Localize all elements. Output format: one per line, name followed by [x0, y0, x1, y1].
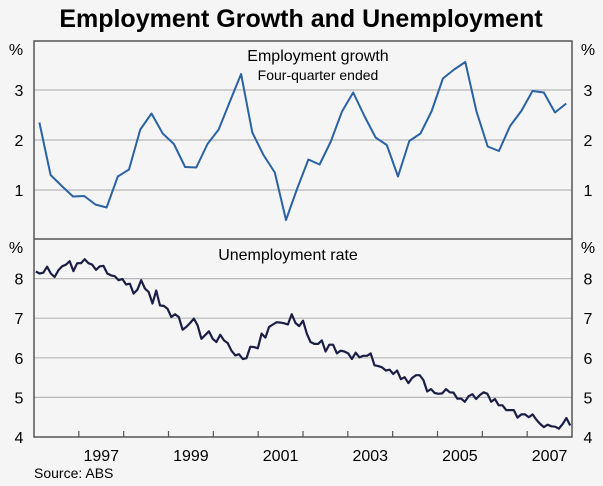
- y-tick-label-right: 2: [584, 133, 593, 150]
- y-tick-label-right: 5: [584, 390, 593, 407]
- y-tick-label-left: 2: [15, 133, 24, 150]
- y-tick-label-left: 4: [15, 430, 24, 447]
- bottom-left-unit-label: %: [9, 240, 23, 257]
- bottom-right-unit-label: %: [581, 240, 595, 257]
- y-tick-label-right: 4: [584, 430, 593, 447]
- x-tick-label: 1997: [83, 448, 119, 465]
- y-tick-label-right: 8: [584, 272, 593, 289]
- top-right-unit-label: %: [581, 42, 595, 59]
- y-tick-label-right: 1: [584, 183, 593, 200]
- x-tick-label: 2005: [442, 448, 478, 465]
- y-tick-label-left: 1: [15, 183, 24, 200]
- top-panel-title: Employment growth: [247, 48, 388, 65]
- gridlines: [34, 89, 572, 398]
- top-panel-subtitle: Four-quarter ended: [258, 67, 379, 83]
- x-tick-label: 1999: [173, 448, 209, 465]
- y-tick-label-left: 5: [15, 390, 24, 407]
- bottom-panel-title: Unemployment rate: [218, 247, 358, 264]
- y-tick-label-left: 7: [15, 311, 24, 328]
- y-tick-label-left: 3: [15, 83, 24, 100]
- y-tick-label-left: 8: [15, 272, 24, 289]
- top-left-unit-label: %: [9, 42, 23, 59]
- y-tick-label-right: 7: [584, 311, 593, 328]
- axis-ticks: 1 1 2 2 3 3 4 4 5 5 6 6 7 7 8 8 1997 1999 2001 2003 2005 2007: [15, 83, 593, 465]
- series-lines: [35, 61, 572, 430]
- y-tick-label-left: 6: [15, 351, 24, 368]
- chart-title: Employment Growth and Unemployment: [59, 5, 543, 33]
- series-line-unemployment-rate: [35, 258, 572, 430]
- x-tick-label: 2001: [263, 448, 299, 465]
- y-tick-label-right: 6: [584, 351, 593, 368]
- x-tick-label: 2003: [352, 448, 388, 465]
- x-tick-label: 2007: [532, 448, 568, 465]
- series-line-employment-growth: [38, 61, 567, 221]
- source-note: Source: ABS: [34, 465, 113, 481]
- y-tick-label-right: 3: [584, 83, 593, 100]
